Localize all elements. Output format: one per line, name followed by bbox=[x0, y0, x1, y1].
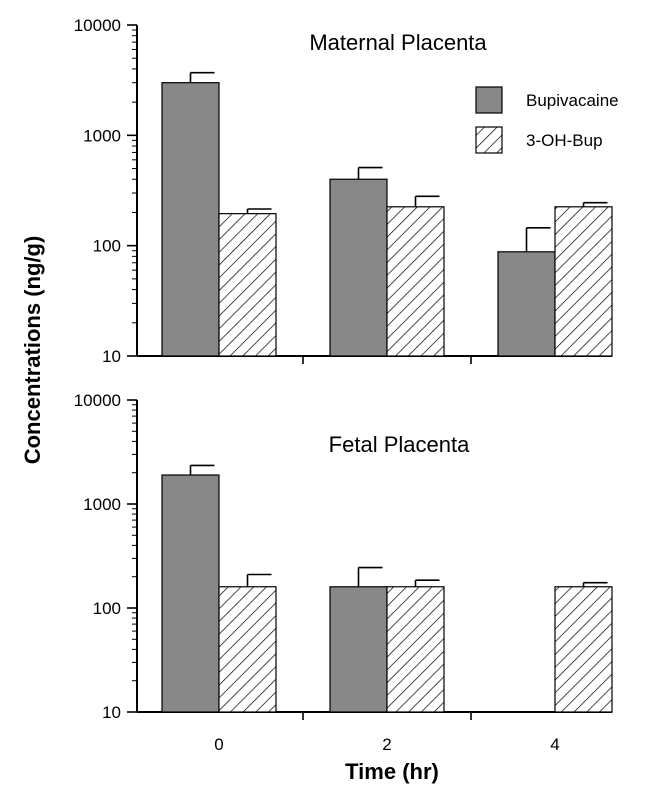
bar-bupivacaine-2 bbox=[329, 586, 388, 713]
bar-bupivacaine-0 bbox=[161, 82, 220, 357]
x-axis-title: Time (hr) bbox=[345, 759, 439, 784]
y-tick-label: 10 bbox=[102, 703, 121, 722]
panel-title-maternal: Maternal Placenta bbox=[309, 30, 487, 55]
legend-label-bupivacaine: Bupivacaine bbox=[526, 91, 619, 110]
legend: Bupivacaine 3-OH-Bup bbox=[475, 86, 619, 154]
chart-fetal-placenta: Fetal Placenta 10 100 1000 10000 0 2 4 bbox=[74, 391, 613, 754]
bar-3-oh-bup-4 bbox=[554, 206, 613, 357]
x-tick-label: 2 bbox=[382, 735, 391, 754]
bar-bupivacaine-4 bbox=[497, 251, 556, 357]
bar-bupivacaine-0 bbox=[161, 474, 220, 713]
y-tick-label: 100 bbox=[93, 599, 121, 618]
y-tick-label: 1000 bbox=[83, 126, 121, 145]
legend-label-3-oh-bup: 3-OH-Bup bbox=[526, 131, 603, 150]
bar-bupivacaine-2 bbox=[329, 178, 388, 357]
chart-maternal-placenta: Maternal Placenta Bupivacaine 3-OH-Bup 1… bbox=[74, 16, 619, 366]
y-tick-label: 10000 bbox=[74, 391, 121, 410]
bar-3-oh-bup-4 bbox=[554, 586, 613, 713]
legend-swatch-3-oh-bup bbox=[475, 126, 503, 154]
bar-3-oh-bup-2 bbox=[386, 586, 445, 713]
bar-3-oh-bup-0 bbox=[218, 213, 277, 357]
bar-3-oh-bup-2 bbox=[386, 206, 445, 357]
y-tick-label: 10 bbox=[102, 347, 121, 366]
y-axis-title: Concentrations (ng/g) bbox=[20, 236, 45, 465]
y-tick-label: 10000 bbox=[74, 16, 121, 35]
legend-swatch-bupivacaine bbox=[475, 86, 503, 114]
bar-3-oh-bup-0 bbox=[218, 586, 277, 713]
x-tick-label: 4 bbox=[550, 735, 559, 754]
y-tick-label: 100 bbox=[93, 237, 121, 256]
y-tick-label: 1000 bbox=[83, 495, 121, 514]
panel-title-fetal: Fetal Placenta bbox=[329, 432, 470, 457]
x-tick-label: 0 bbox=[214, 735, 223, 754]
